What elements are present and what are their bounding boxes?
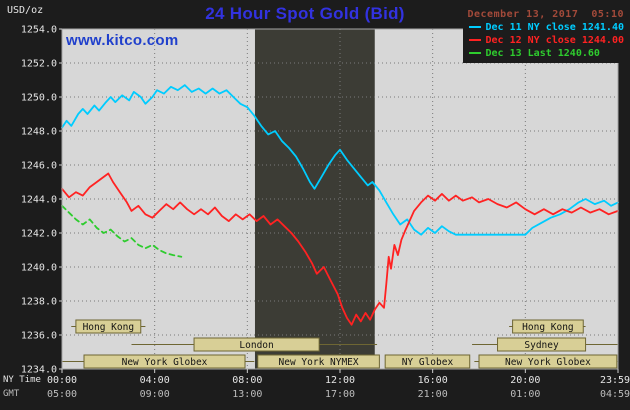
- session-label-hong-kong: Hong Kong: [522, 322, 573, 333]
- legend-label-dec11: Dec 11 NY close 1241.40: [485, 21, 624, 33]
- kitco-watermark-link[interactable]: www.kitco.com: [66, 32, 179, 49]
- session-label-hong-kong: Hong Kong: [83, 322, 134, 333]
- chart-datetime: December 13, 2017 05:10: [467, 9, 624, 20]
- session-box-ny-globex: [384, 354, 471, 369]
- session-box-sydney: [497, 337, 587, 352]
- y-tick-label: 1238.0: [21, 297, 57, 308]
- session-label-london: London: [239, 340, 273, 351]
- session-label-new-york-globex: New York Globex: [505, 357, 591, 368]
- x-tick-label-ny: 08:00: [232, 375, 262, 386]
- y-tick-label: 1252.0: [21, 59, 57, 70]
- price-line-dec-13: [61, 204, 183, 258]
- y-tick-label: 1242.0: [21, 229, 57, 240]
- x-tick-label-ny: 12:00: [325, 375, 355, 386]
- x-tick-label-ny: 23:59: [600, 375, 630, 386]
- legend: Dec 11 NY close 1241.40 Dec 12 NY close …: [462, 19, 630, 63]
- x-tick-label-gmt: 05:00: [47, 389, 77, 400]
- price-line-dec-11: [61, 84, 619, 236]
- price-line-dec-12: [61, 172, 619, 326]
- session-label-new-york-globex: New York Globex: [122, 357, 208, 368]
- x-tick-label-gmt: 21:00: [418, 389, 448, 400]
- x-tick-label-ny: 16:00: [418, 375, 448, 386]
- legend-label-dec12: Dec 12 NY close 1244.00: [485, 34, 624, 46]
- x-tick-label-gmt: 01:00: [510, 389, 540, 400]
- chart-title: 24 Hour Spot Gold (Bid): [205, 4, 405, 23]
- y-tick-label: 1244.0: [21, 195, 57, 206]
- y-tick-label: 1246.0: [21, 161, 57, 172]
- session-label-sydney: Sydney: [524, 340, 559, 351]
- gmt-axis-label: GMT: [3, 389, 20, 399]
- ny-time-axis-label: NY Time: [3, 375, 41, 385]
- y-tick-label: 1236.0: [21, 331, 57, 342]
- session-box-hong-kong: [512, 319, 584, 334]
- legend-item-dec12: Dec 12 NY close 1244.00: [468, 34, 624, 46]
- session-label-new-york-nymex: New York NYMEX: [279, 357, 359, 368]
- session-box-hong-kong: [75, 319, 142, 334]
- y-tick-label: 1250.0: [21, 93, 57, 104]
- x-tick-label-ny: 20:00: [510, 375, 540, 386]
- dec13-line-swatch: [468, 52, 481, 54]
- dec11-line-swatch: [468, 26, 481, 28]
- session-label-ny-globex: NY Globex: [402, 357, 454, 368]
- x-tick-label-gmt: 17:00: [325, 389, 355, 400]
- y-tick-label: 1234.0: [21, 365, 57, 376]
- session-box-new-york-nymex: [257, 354, 380, 369]
- session-box-london: [193, 337, 320, 352]
- session-box-new-york-globex: [478, 354, 618, 369]
- legend-item-dec13: Dec 13 Last 1240.60: [468, 47, 624, 59]
- legend-label-dec13: Dec 13 Last 1240.60: [485, 47, 600, 59]
- x-tick-label-ny: 04:00: [140, 375, 170, 386]
- session-box-new-york-globex: [83, 354, 246, 369]
- legend-item-dec11: Dec 11 NY close 1241.40: [468, 21, 624, 33]
- x-tick-label-gmt: 13:00: [232, 389, 262, 400]
- y-tick-label: 1240.0: [21, 263, 57, 274]
- x-tick-label-gmt: 04:59: [600, 389, 630, 400]
- y-axis-unit-label: USD/oz: [7, 5, 44, 16]
- x-tick-label-gmt: 09:00: [140, 389, 170, 400]
- y-tick-label: 1254.0: [21, 25, 57, 36]
- dec12-line-swatch: [468, 39, 481, 41]
- x-tick-label-ny: 00:00: [47, 375, 77, 386]
- y-tick-label: 1248.0: [21, 127, 57, 138]
